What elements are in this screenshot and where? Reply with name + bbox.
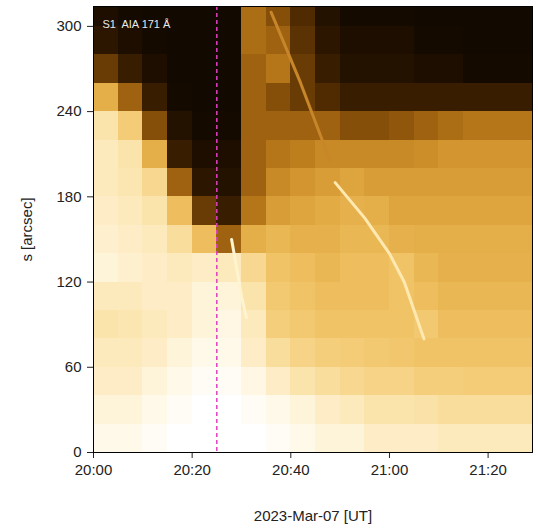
svg-text:21:00: 21:00 [371,461,409,478]
svg-text:180: 180 [56,188,81,205]
svg-text:s [arcsec]: s [arcsec] [18,197,35,261]
svg-text:21:20: 21:20 [469,461,507,478]
svg-text:20:00: 20:00 [75,461,113,478]
svg-text:120: 120 [56,273,81,290]
svg-text:20:40: 20:40 [272,461,310,478]
svg-text:60: 60 [65,358,82,375]
svg-text:300: 300 [56,17,81,34]
svg-text:0: 0 [73,443,81,460]
svg-text:20:20: 20:20 [173,461,211,478]
svg-text:240: 240 [56,102,81,119]
svg-text:S1 AIA 171 Å: S1 AIA 171 Å [103,18,172,30]
svg-text:2023-Mar-07 [UT]: 2023-Mar-07 [UT] [254,507,372,524]
